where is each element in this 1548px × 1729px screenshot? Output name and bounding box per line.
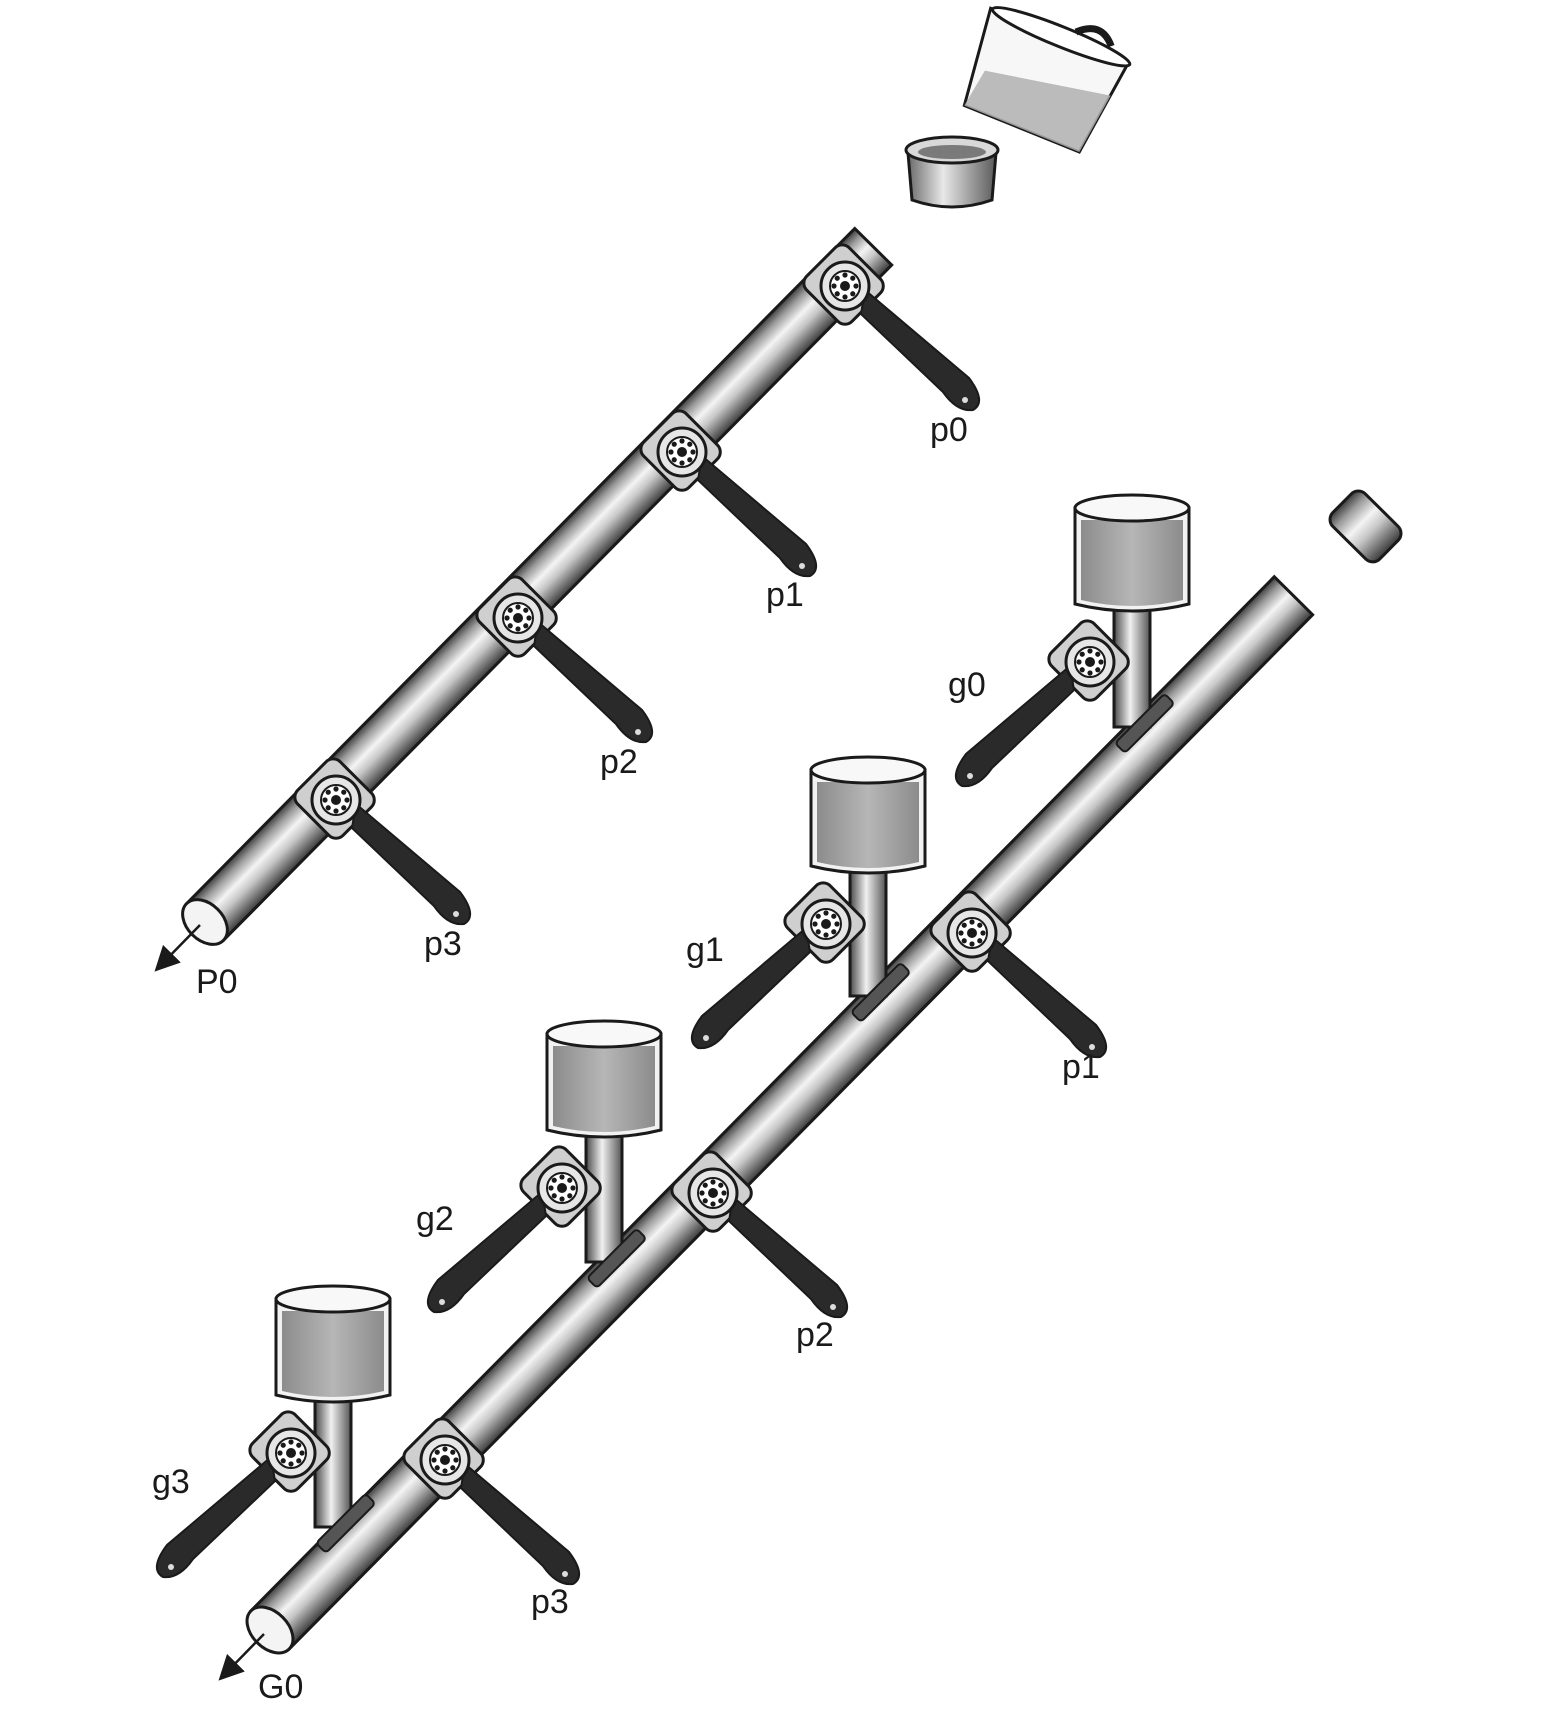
container-valve[interactable] bbox=[955, 617, 1133, 788]
valve-handle[interactable] bbox=[727, 1195, 848, 1319]
valve-handle[interactable] bbox=[859, 288, 980, 412]
generate-containers bbox=[156, 493, 1191, 1579]
valve-label-p0: p0 bbox=[930, 411, 968, 449]
valve-p3[interactable] bbox=[291, 755, 471, 926]
valve-handle[interactable] bbox=[427, 1190, 548, 1314]
valve-p1[interactable] bbox=[637, 407, 817, 578]
valve-label-p3: p3 bbox=[424, 925, 462, 963]
propagate-pipe bbox=[181, 6, 1132, 946]
valve-handle[interactable] bbox=[156, 1455, 277, 1579]
container-valve[interactable] bbox=[427, 1143, 605, 1314]
valve-handle[interactable] bbox=[691, 926, 812, 1050]
output-label-p0: P0 bbox=[196, 963, 238, 1001]
pipe-open-end bbox=[245, 1605, 295, 1655]
valve-p1[interactable] bbox=[927, 888, 1107, 1059]
container-label-g3: g3 bbox=[152, 1463, 190, 1501]
funnel-cup bbox=[904, 135, 1000, 209]
water-fill bbox=[553, 1046, 655, 1132]
container-valve[interactable] bbox=[691, 879, 869, 1050]
water-fill bbox=[817, 782, 919, 868]
container-g1 bbox=[691, 755, 927, 1050]
valve-p0[interactable] bbox=[800, 241, 980, 412]
valve-p3[interactable] bbox=[400, 1415, 580, 1586]
output-label-g0: G0 bbox=[258, 1668, 303, 1706]
container-label-g1: g1 bbox=[686, 931, 724, 969]
container-label-g2: g2 bbox=[416, 1200, 454, 1238]
generate-valves bbox=[400, 888, 1107, 1586]
valve-handle[interactable] bbox=[696, 454, 817, 578]
pitcher-icon bbox=[962, 6, 1132, 154]
container-g3 bbox=[156, 1284, 392, 1579]
water-fill bbox=[1081, 520, 1183, 606]
valve-label-p1: p1 bbox=[1062, 1048, 1100, 1086]
valve-handle[interactable] bbox=[350, 802, 471, 926]
output-arrow-p0 bbox=[154, 924, 201, 972]
valve-label-p1: p1 bbox=[766, 576, 804, 614]
container-g0 bbox=[955, 493, 1191, 788]
valve-handle[interactable] bbox=[955, 664, 1076, 788]
valve-p2[interactable] bbox=[473, 573, 653, 744]
propagate-valves bbox=[291, 241, 980, 926]
valve-p2[interactable] bbox=[668, 1148, 848, 1319]
water-fill bbox=[282, 1311, 384, 1397]
container-label-g0: g0 bbox=[948, 666, 986, 704]
valve-handle[interactable] bbox=[986, 935, 1107, 1059]
container-valve[interactable] bbox=[156, 1408, 334, 1579]
valve-handle[interactable] bbox=[532, 620, 653, 744]
valve-handle[interactable] bbox=[459, 1462, 580, 1586]
valve-label-p2: p2 bbox=[796, 1316, 834, 1354]
output-arrow-g0 bbox=[218, 1633, 265, 1681]
pipe-open-end bbox=[181, 898, 229, 946]
container-g2 bbox=[427, 1019, 663, 1314]
valve-label-p3: p3 bbox=[531, 1583, 569, 1621]
valve-label-p2: p2 bbox=[600, 743, 638, 781]
pipe-end-cap bbox=[1328, 489, 1403, 564]
generate-pipe bbox=[245, 489, 1403, 1655]
